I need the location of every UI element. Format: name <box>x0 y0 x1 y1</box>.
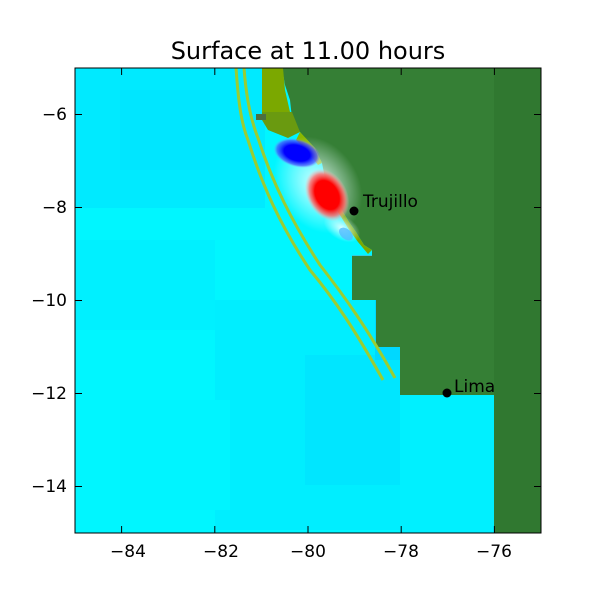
x-tick-label: −84 <box>110 542 146 562</box>
city-marker <box>349 206 359 216</box>
ocean-patch <box>305 355 400 485</box>
land-patch <box>494 68 541 533</box>
contour-line <box>242 68 397 379</box>
coastal-strip <box>262 112 300 138</box>
coastal-patch <box>256 114 266 120</box>
negative-wave-anomaly <box>339 227 353 241</box>
tick-marks <box>75 68 541 533</box>
y-tick-label: −8 <box>42 198 67 218</box>
x-tick-label: −82 <box>203 542 239 562</box>
y-tick-label: −6 <box>42 105 67 125</box>
city-lima: Lima <box>442 377 495 398</box>
ocean-patch <box>400 395 494 533</box>
contour-line <box>234 68 385 381</box>
ocean-patch <box>120 90 210 170</box>
ocean-patch <box>75 240 215 330</box>
map-plot-area <box>75 68 541 533</box>
city-trujillo: Trujillo <box>349 192 418 216</box>
positive-wave-anomaly <box>304 168 350 222</box>
ocean-patch <box>120 400 230 510</box>
y-tick-label: −10 <box>31 291 67 311</box>
y-tick-label: −12 <box>31 384 67 404</box>
city-marker <box>442 388 452 398</box>
city-label: Lima <box>454 377 495 397</box>
coastal-strip <box>262 68 290 118</box>
city-label: Trujillo <box>362 192 418 212</box>
x-tick-label: −78 <box>383 542 419 562</box>
map-title: Surface at 11.00 hours <box>171 37 446 65</box>
x-axis: −84 −82 −80 −78 −76 <box>110 542 512 562</box>
y-axis: −6 −8 −10 −12 −14 <box>31 105 67 497</box>
x-tick-label: −80 <box>290 542 326 562</box>
negative-wave-anomaly <box>273 138 321 168</box>
x-tick-label: −76 <box>476 542 512 562</box>
y-tick-label: −14 <box>31 477 67 497</box>
